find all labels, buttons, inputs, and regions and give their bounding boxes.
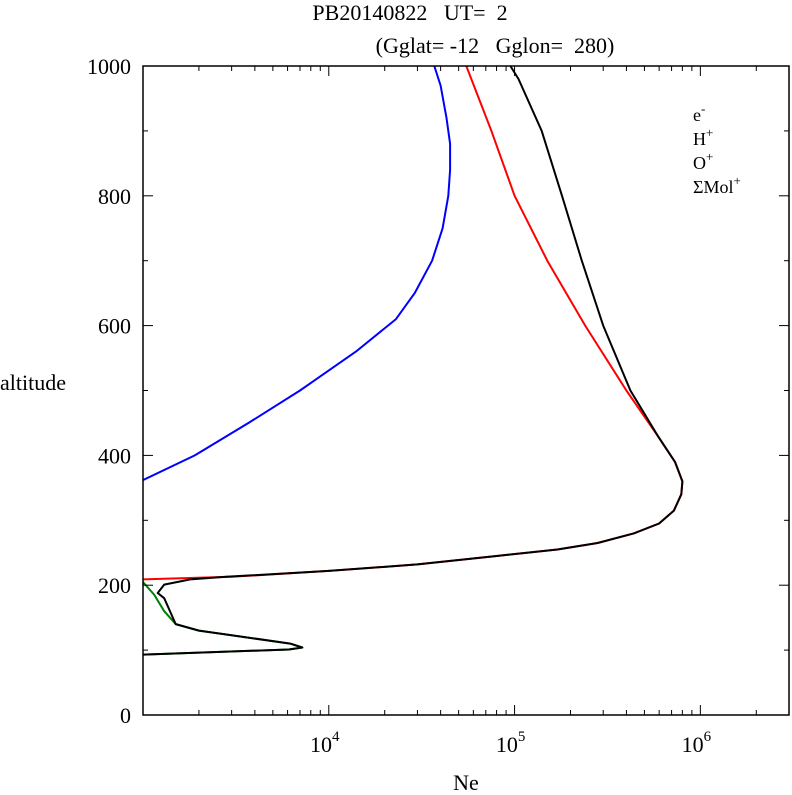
legend-entry-1: H+ [693, 125, 713, 149]
series-line-3 [143, 581, 304, 656]
x-tick-label: 105 [496, 729, 526, 757]
series-layer [143, 66, 684, 656]
chart-title-line1: PB20140822 UT= 2 [312, 0, 507, 25]
legend-entry-2: O+ [693, 149, 713, 173]
legend-entry-0: e- [693, 101, 705, 125]
x-tick-label: 104 [310, 729, 340, 757]
y-tick-label: 800 [98, 184, 131, 209]
x-tick-label: 106 [682, 729, 712, 757]
y-tick-label: 600 [98, 314, 131, 339]
ticks-layer: 0 200 400 600 800 1000 104 105 106 [87, 54, 789, 757]
y-tick-label: 400 [98, 443, 131, 468]
legend-entry-3: ΣMol+ [693, 173, 741, 197]
x-axis-label: Ne [453, 770, 479, 795]
y-tick-label: 200 [98, 573, 131, 598]
y-tick-label: 1000 [87, 54, 131, 79]
chart-title-line2: (Gglat= -12 Gglon= 280) [376, 33, 615, 58]
series-line-1 [143, 66, 452, 482]
series-line-0 [143, 66, 684, 656]
legend: e-H+O+ΣMol+ [693, 101, 741, 197]
y-tick-label: 0 [120, 703, 131, 728]
y-axis-label: altitude [0, 370, 66, 395]
